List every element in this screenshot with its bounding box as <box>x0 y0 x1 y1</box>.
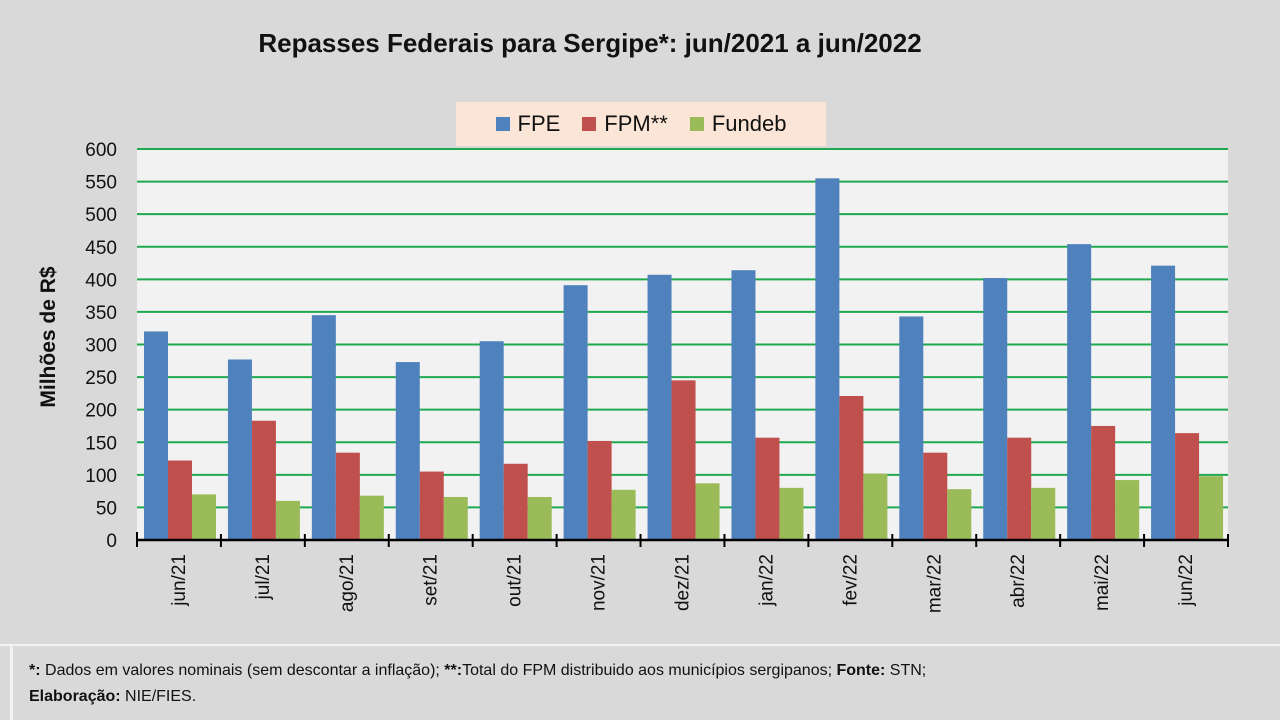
bar-fundeb <box>275 500 300 540</box>
y-tick-label: 50 <box>96 498 117 519</box>
bar-fundeb <box>527 496 552 540</box>
bar-fpm <box>587 440 612 540</box>
x-tick-label: mar/22 <box>924 554 945 613</box>
x-tick-label: dez/21 <box>673 554 694 611</box>
y-tick-label: 550 <box>85 173 117 194</box>
y-tick-label: 350 <box>85 303 117 324</box>
y-tick-label: 400 <box>85 270 117 291</box>
bar-fpe <box>563 285 588 540</box>
y-tick-label: 150 <box>85 433 117 454</box>
legend-item-fpe: FPE <box>495 111 561 137</box>
y-tick-label: 100 <box>85 466 117 487</box>
bar-fpe <box>983 278 1008 540</box>
bar-fpm <box>251 420 276 540</box>
bar-fpe <box>227 359 252 540</box>
legend-item-fundeb: Fundeb <box>689 111 787 137</box>
y-tick-label: 0 <box>106 531 117 552</box>
x-tick-label: set/21 <box>421 554 442 606</box>
elaboration-label: Elaboração: <box>29 688 121 705</box>
x-tick-label: jun/21 <box>169 554 190 607</box>
bar-fpe <box>144 331 168 540</box>
x-tick-label: jan/22 <box>756 554 777 607</box>
bar-fundeb <box>779 487 804 540</box>
footnote-text-1: Dados em valores nominais (sem descontar… <box>40 662 445 679</box>
bar-fpe <box>899 316 924 540</box>
x-tick-label: jun/22 <box>1176 554 1197 607</box>
bar-fpm <box>755 437 780 540</box>
bar-fpm <box>923 452 948 540</box>
bar-fundeb <box>947 489 972 540</box>
bar-fpm <box>419 471 444 540</box>
y-tick-label: 200 <box>85 401 117 422</box>
legend-swatch-fundeb <box>689 117 704 131</box>
footnote-text-2: Total do FPM distribuido aos municípios … <box>462 662 837 679</box>
bar-fpm <box>1007 437 1032 540</box>
x-tick-label: fev/22 <box>840 554 861 606</box>
y-tick-label: 500 <box>85 205 117 226</box>
bar-fpe <box>479 341 504 540</box>
footer-notes: *: Dados em valores nominais (sem descon… <box>10 646 1275 720</box>
bar-fpe <box>647 274 672 540</box>
bar-fpm <box>168 460 192 540</box>
x-tick-label: ago/21 <box>337 554 358 612</box>
bar-fpe <box>815 178 840 540</box>
bar-fpe <box>731 270 756 540</box>
bar-fpe <box>311 315 336 540</box>
bar-fpm <box>335 452 360 540</box>
legend-label-fpm: FPM** <box>604 111 668 136</box>
legend-item-fpm: FPM** <box>582 111 668 137</box>
legend-label-fundeb: Fundeb <box>711 111 787 136</box>
x-tick-label: jul/21 <box>253 554 274 600</box>
bar-fundeb <box>1031 487 1056 540</box>
bar-fpm <box>1091 425 1116 540</box>
bar-fundeb <box>443 496 468 540</box>
y-tick-label: 300 <box>85 336 117 357</box>
bar-fundeb <box>695 483 720 540</box>
legend: FPE FPM** Fundeb <box>456 102 826 146</box>
bar-fundeb <box>192 494 216 540</box>
bar-fpe <box>395 362 420 540</box>
source-label: Fonte: <box>836 662 886 679</box>
bar-fpm <box>503 463 528 540</box>
y-tick-label: 600 <box>85 140 117 161</box>
legend-swatch-fpm <box>582 117 597 131</box>
x-tick-label: abr/22 <box>1008 554 1029 608</box>
bar-fundeb <box>1199 476 1224 540</box>
elaboration-text: NIE/FIES. <box>120 688 197 705</box>
bar-fpm <box>671 380 696 540</box>
chart-title: Repasses Federais para Sergipe*: jun/202… <box>258 28 922 58</box>
legend-label-fpe: FPE <box>517 111 561 136</box>
bar-fpe <box>1151 265 1176 540</box>
legend-swatch-fpe <box>495 117 510 131</box>
bar-fundeb <box>359 495 384 540</box>
footer-divider <box>0 644 1280 646</box>
footnote-marker-2: **: <box>444 662 463 679</box>
bar-fpm <box>839 395 864 540</box>
bar-fundeb <box>1115 480 1140 540</box>
source-text: STN; <box>885 662 927 679</box>
x-tick-label: mai/22 <box>1092 554 1113 611</box>
y-tick-label: 250 <box>85 368 117 389</box>
bar-fpm <box>1175 433 1200 540</box>
x-tick-label: out/21 <box>505 554 526 607</box>
bar-fundeb <box>863 473 888 540</box>
y-tick-label: 450 <box>85 238 117 259</box>
footnote-marker-1: *: <box>29 662 41 679</box>
bar-fpe <box>1067 244 1092 541</box>
x-tick-label: nov/21 <box>589 554 610 611</box>
bar-fundeb <box>611 489 636 540</box>
